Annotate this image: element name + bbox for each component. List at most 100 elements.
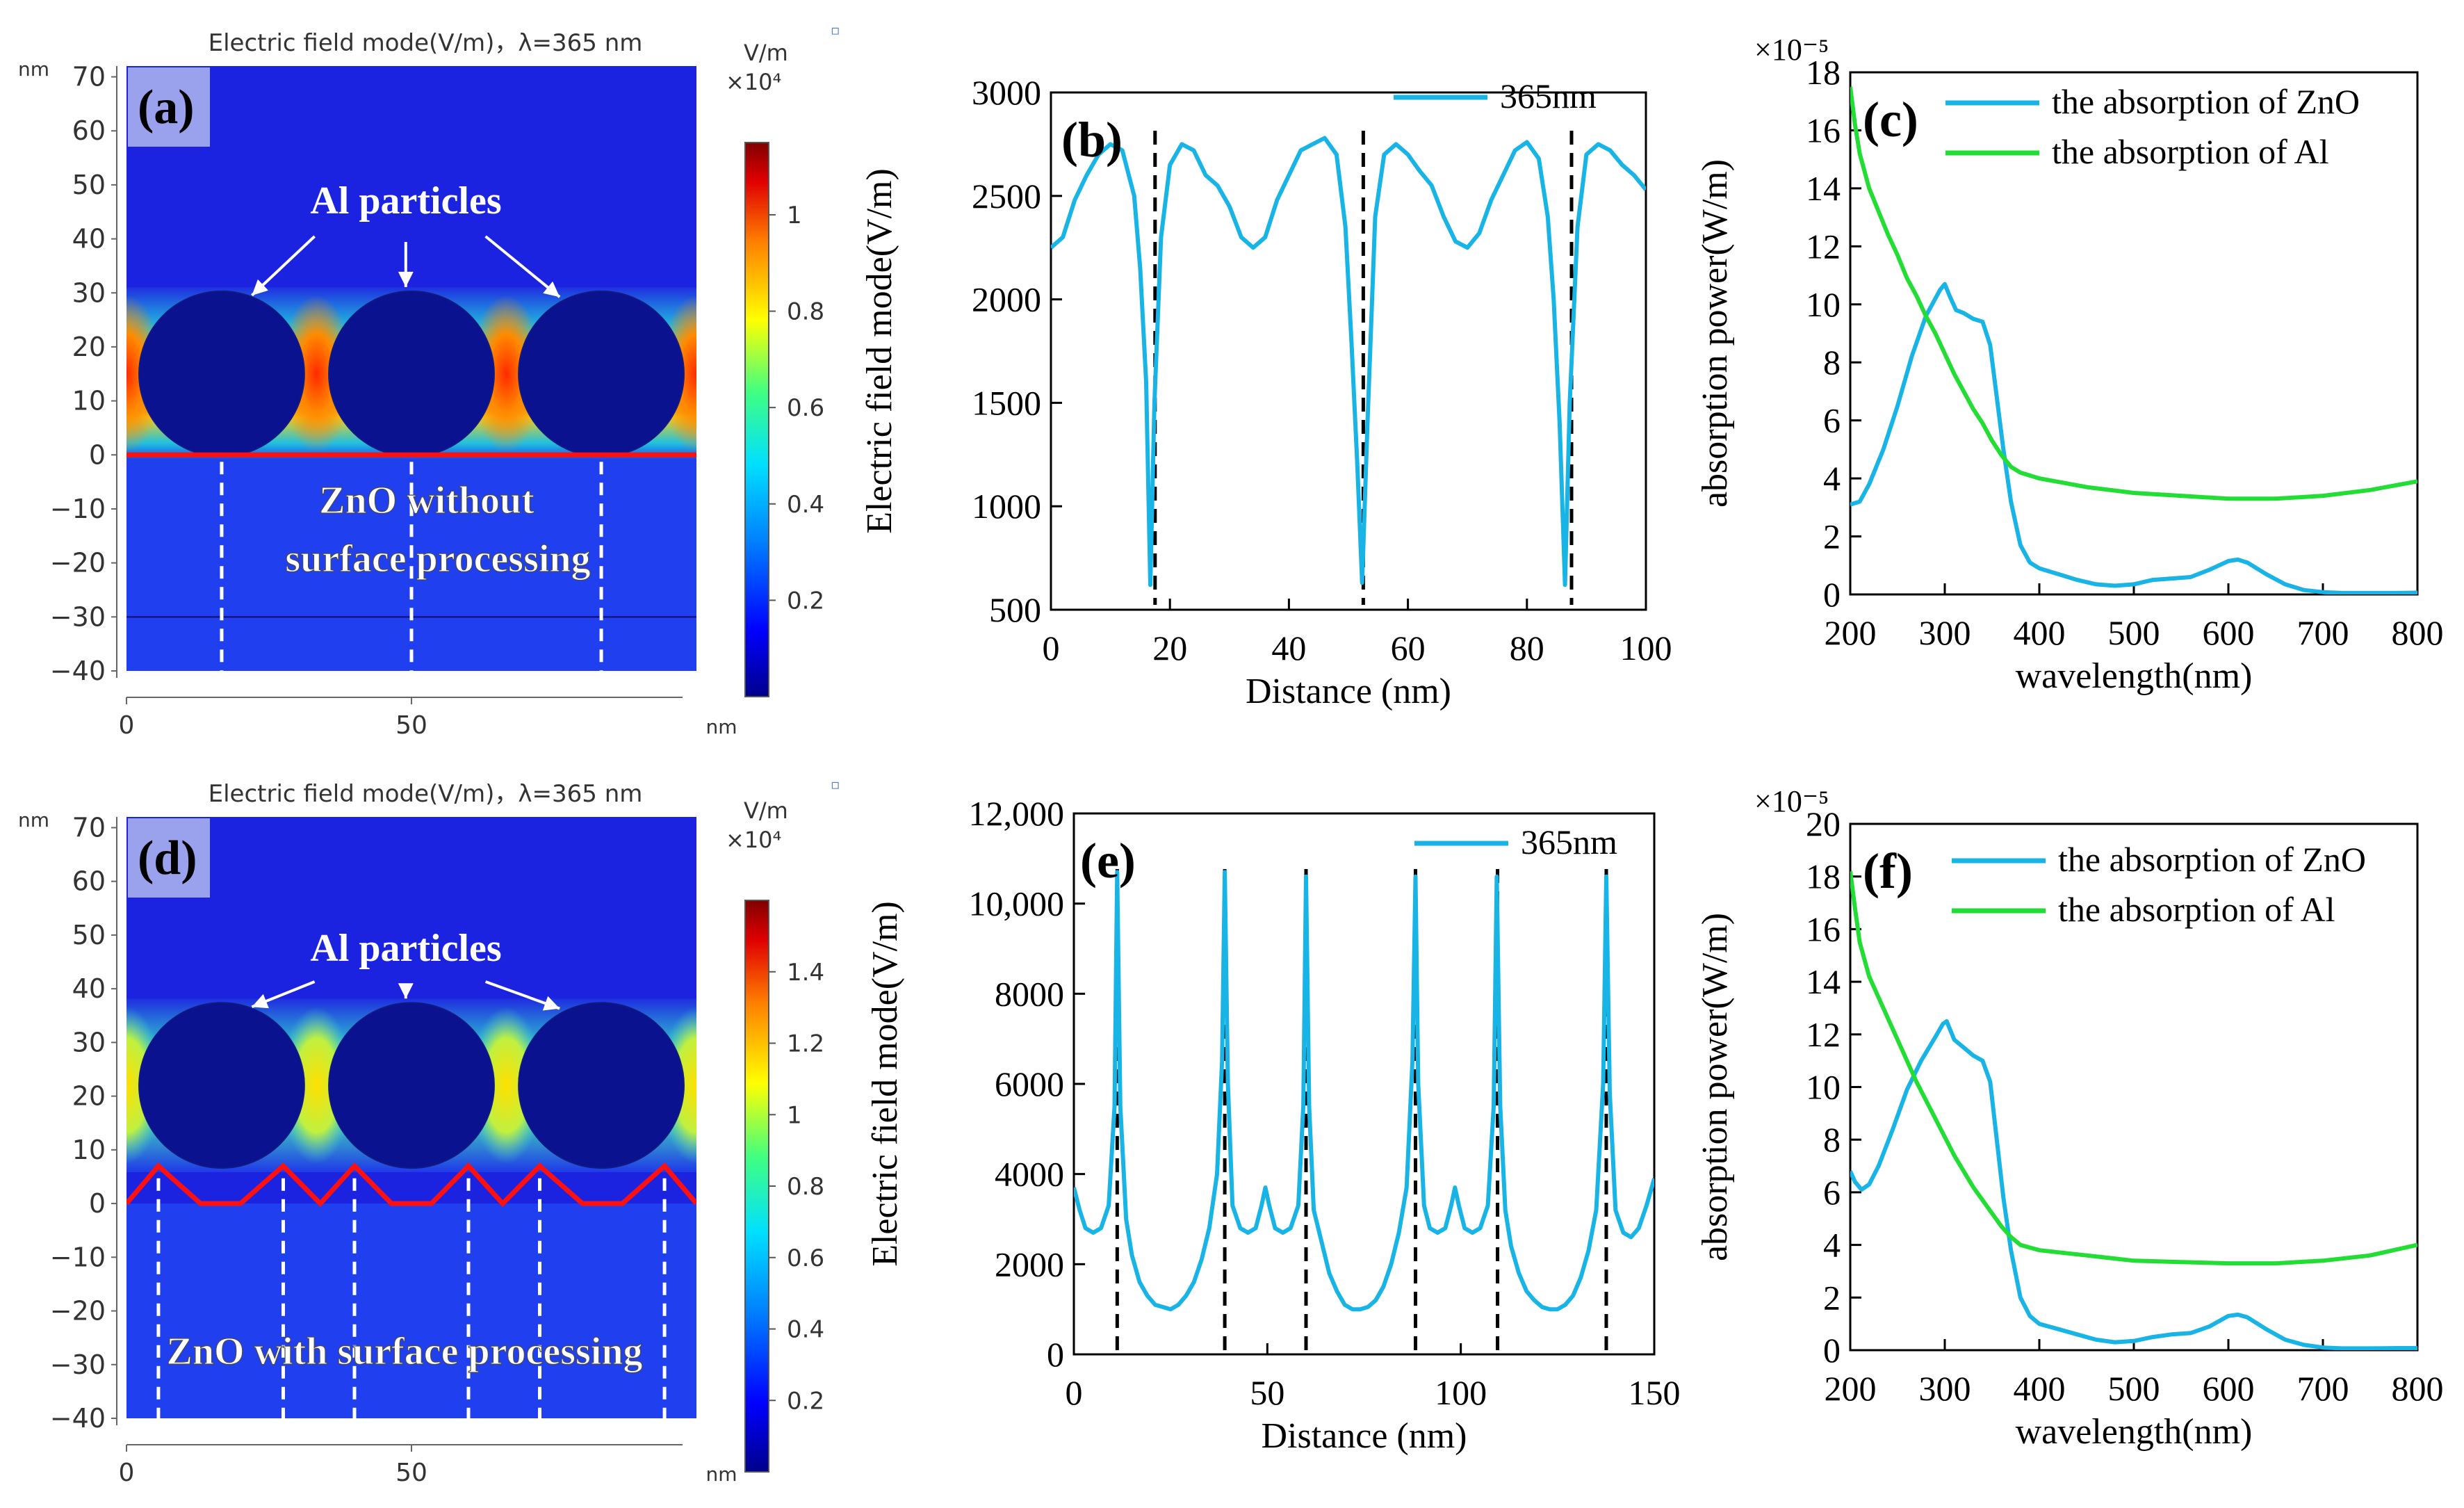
x-tick-label: 60 <box>1391 629 1426 667</box>
x-axis-label: wavelength(nm) <box>2016 656 2253 696</box>
series-line-365nm <box>1074 870 1654 1312</box>
colorbar <box>744 900 769 1473</box>
annotation-al-particles: Al particles <box>310 179 501 222</box>
y-tick-label: 0 <box>1047 1335 1064 1374</box>
legend-entry: 365nm <box>1521 822 1617 861</box>
annotation-zno: ZnO without <box>319 479 535 522</box>
axis-scale-note: ×10⁻⁵ <box>1754 784 1829 818</box>
y-tick-label: 6000 <box>995 1064 1064 1103</box>
colorbar-tick-label: 1 <box>787 202 802 229</box>
panel-label: (a) <box>138 81 195 134</box>
x-axis-label: Distance (nm) <box>1261 1416 1467 1456</box>
y-tick-label: −30 <box>50 1349 106 1380</box>
y-unit-label: nm <box>18 809 49 832</box>
annotation-arrowhead <box>252 994 269 1009</box>
x-tick-label: 300 <box>1919 613 1971 652</box>
interface-zigzag <box>127 1162 696 1208</box>
annotation-arrowhead <box>252 279 268 295</box>
y-tick-label: 12 <box>1806 227 1841 266</box>
y-tick-label: 0 <box>89 1188 106 1219</box>
x-tick-label: 40 <box>1271 629 1306 667</box>
series-line-the-absorption-of-Al <box>1850 86 2417 501</box>
y-tick-label: 16 <box>1806 111 1841 149</box>
y-tick-label: 2000 <box>972 280 1041 319</box>
y-axis-label: Electric field mode(V/m) <box>860 168 899 534</box>
y-tick-label: 2 <box>1823 1278 1841 1317</box>
al-particle <box>328 1002 495 1169</box>
colorbar-tick-label: 1 <box>787 1101 802 1129</box>
axis-scale-note: ×10⁻⁵ <box>1754 33 1829 67</box>
x-tick-label: 500 <box>2108 613 2160 652</box>
y-tick-label: 10 <box>1806 285 1841 324</box>
al-particle <box>518 1002 685 1169</box>
heatmap-panel-a: Electric field mode(V/m)，λ=365 nm 70 60 50 4… <box>18 29 824 740</box>
chart-panel-f: 200 300 400 500 600 700 800 0 2 4 6 8 10 12 14 16 18 20 wa… <box>1695 784 2444 1452</box>
annotation-al-particles: Al particles <box>310 927 501 970</box>
y-tick-label: 18 <box>1806 857 1841 896</box>
colorbar-tick-label: 1.4 <box>787 959 824 987</box>
y-tick-label: 18 <box>1806 53 1841 92</box>
colorbar-tick-label: 0.4 <box>787 491 824 519</box>
x-tick-label: 200 <box>1825 613 1877 652</box>
y-tick-label: 40 <box>72 224 106 254</box>
chart-panel-e: 0 50 100 150 0 2000 4000 6000 8000 10,000 12,000 Di… <box>865 794 1681 1456</box>
y-tick-label: 60 <box>72 866 106 897</box>
colorbar-tick-label: 1.2 <box>787 1030 824 1058</box>
y-tick-label: 20 <box>72 332 106 362</box>
annotation-arrowhead <box>398 271 414 287</box>
y-tick-label: 0 <box>89 439 106 470</box>
panel-label: (c) <box>1863 92 1918 147</box>
plot-frame <box>1050 91 1647 611</box>
y-tick-label: 30 <box>72 1027 106 1057</box>
colorbar-tick-label: 0.6 <box>787 394 824 422</box>
x-tick-label: 200 <box>1825 1369 1877 1408</box>
colorbar-tick-label: 0.2 <box>787 1387 824 1415</box>
legend-entry: 365nm <box>1500 76 1597 115</box>
x-tick-label: 80 <box>1510 629 1544 667</box>
heatmap-title: Electric field mode(V/m)，λ=365 nm <box>209 29 643 57</box>
y-tick-label: 1500 <box>972 383 1041 422</box>
series-line-the-absorption-of-ZnO <box>1850 1019 2417 1350</box>
heatmap-panel-d: Electric field mode(V/m)，λ=365 nm 70 60 50 4… <box>18 780 824 1487</box>
y-tick-label: 500 <box>989 590 1041 629</box>
al-particle <box>328 290 495 457</box>
y-tick-label: 10 <box>72 386 106 416</box>
legend-entry: the absorption of Al <box>2052 132 2329 171</box>
x-tick-label: 500 <box>2108 1369 2160 1408</box>
y-tick-label: 20 <box>1806 804 1841 843</box>
y-tick-label: 2000 <box>995 1244 1064 1283</box>
y-tick-label: 50 <box>72 920 106 950</box>
x-tick-label: 0 <box>119 1459 135 1487</box>
y-axis-label: Electric field mode(V/m) <box>865 901 905 1267</box>
zno-substrate <box>127 1203 696 1418</box>
panel-label: (e) <box>1080 833 1136 889</box>
y-tick-label: 2500 <box>972 177 1041 216</box>
y-tick-label: 4 <box>1823 1226 1841 1265</box>
y-tick-label: 70 <box>72 812 106 843</box>
x-unit-label: nm <box>705 1463 737 1486</box>
corner-mark: ▫ <box>831 776 840 793</box>
hotspot <box>279 295 354 453</box>
x-tick-label: 150 <box>1629 1373 1681 1412</box>
colorbar <box>744 142 769 697</box>
y-axis-label: absorption power(W/m) <box>1695 159 1735 508</box>
x-tick-label: 700 <box>2297 1369 2349 1408</box>
panel-label: (b) <box>1061 112 1123 168</box>
y-tick-label: 8000 <box>995 974 1064 1013</box>
series-line-365nm <box>1051 136 1646 587</box>
panel-label-box <box>128 67 210 147</box>
al-particle <box>138 290 305 457</box>
x-tick-label: 300 <box>1919 1369 1971 1408</box>
y-tick-label: 10,000 <box>969 884 1065 923</box>
y-tick-label: 30 <box>72 277 106 308</box>
y-tick-label: 4000 <box>995 1155 1064 1194</box>
y-tick-label: 2 <box>1823 517 1841 556</box>
x-tick-label: 50 <box>1250 1373 1284 1412</box>
y-tick-label: 6 <box>1823 401 1841 440</box>
panel-label-box <box>128 818 210 898</box>
colorbar-tick-label: 0.2 <box>787 587 824 615</box>
y-tick-label: −10 <box>50 1242 106 1272</box>
y-tick-label: −40 <box>50 656 106 686</box>
al-particle <box>138 1002 305 1169</box>
